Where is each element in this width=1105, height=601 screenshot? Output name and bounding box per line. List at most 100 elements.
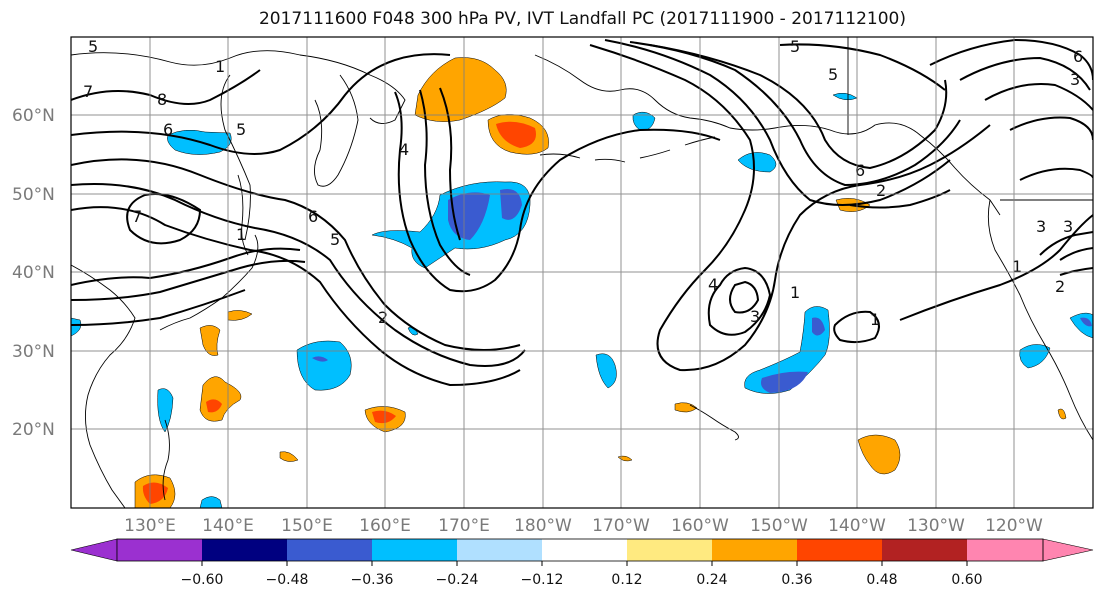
contour-label: 3 xyxy=(1036,217,1046,236)
colorbar-segment xyxy=(797,539,882,561)
shade-pos-west-3 xyxy=(227,310,253,321)
coast-aleutians xyxy=(539,136,716,163)
shade-neg-central-small xyxy=(595,353,617,389)
pv-contour-11 xyxy=(439,87,461,241)
contour-label: 5 xyxy=(330,230,340,249)
lat-label: 50°N xyxy=(12,185,55,205)
latitude-labels: 60°N 50°N 40°N 30°N 20°N xyxy=(12,106,55,440)
contour-label: 5 xyxy=(790,37,800,56)
colorbar-segment xyxy=(712,539,797,561)
contour-label: 8 xyxy=(157,90,167,109)
lon-label: 120°W xyxy=(985,516,1043,536)
shade-pos-subtropic-core xyxy=(372,410,396,424)
colorbar-frame xyxy=(116,538,1044,562)
lat-label: 20°N xyxy=(12,420,55,440)
shade-pos-aleutian-core xyxy=(496,121,536,148)
colorbar-ticks xyxy=(201,561,968,566)
colorbar-extend-high xyxy=(1042,538,1094,562)
shade-neg-west-pacific xyxy=(296,340,352,391)
contour-label: 7 xyxy=(132,207,142,226)
lon-label: 160°W xyxy=(671,516,729,536)
lon-label: 180°W xyxy=(514,516,572,536)
pv-contour-17 xyxy=(729,280,760,314)
contour-label: 7 xyxy=(83,82,93,101)
lat-label: 60°N xyxy=(12,106,55,126)
colorbar-tick-label: −0.36 xyxy=(351,572,394,588)
coast-okhotsk xyxy=(220,74,251,241)
colorbar-tick-label: 0.24 xyxy=(696,572,727,588)
contour-label: 6 xyxy=(855,161,865,180)
lon-label: 170°W xyxy=(592,516,650,536)
contour-label: 5 xyxy=(828,65,838,84)
contour-label: 1 xyxy=(870,310,880,329)
coast-bc-usa xyxy=(987,199,1093,441)
lat-label: 40°N xyxy=(12,263,55,283)
lon-label: 130°W xyxy=(907,516,965,536)
contour-labels: 5 5 3 7 6 5 1 8 6 5 1 4 2 7 6 3 2 1 3 1 … xyxy=(83,37,1083,329)
pv-contour-20 xyxy=(1039,231,1093,256)
pv-contour-9 xyxy=(394,91,721,293)
shade-neg-california-core xyxy=(1080,317,1092,327)
negative-anomaly-shading xyxy=(71,92,1093,508)
colorbar-tick-label: 0.36 xyxy=(781,572,812,588)
contour-label: 3 xyxy=(1070,70,1080,89)
pv-contour-6 xyxy=(71,259,306,301)
shade-neg-central-pacific-core xyxy=(448,189,522,240)
coast-alaska-west xyxy=(534,54,776,131)
pv-contour-10 xyxy=(419,89,471,276)
lon-label: 130°E xyxy=(124,516,176,536)
lon-label: 150°W xyxy=(750,516,808,536)
contour-label: 5 xyxy=(236,120,246,139)
shade-pos-small-b xyxy=(279,451,299,462)
contour-label: 2 xyxy=(378,308,388,327)
pv-contour-25 xyxy=(1009,116,1093,141)
plot-frame xyxy=(70,36,1094,509)
positive-anomaly-shading xyxy=(134,57,1067,508)
shade-neg-baja xyxy=(1019,344,1051,369)
colorbar-tick-label: 0.12 xyxy=(611,572,642,588)
shade-pos-small-a xyxy=(674,402,698,413)
pv-contour-13 xyxy=(604,39,951,206)
contour-label: 1 xyxy=(236,225,246,244)
contour-label: 3 xyxy=(750,307,760,326)
lon-label: 140°W xyxy=(828,516,886,536)
shade-neg-aleutian-small xyxy=(632,111,656,131)
shade-neg-philippine xyxy=(157,388,174,433)
contour-label: 6 xyxy=(1073,47,1083,66)
longitude-labels: 130°E 140°E 150°E 160°E 170°E 180°W 170°… xyxy=(124,516,1043,536)
shade-neg-subtropical-east xyxy=(744,306,830,394)
colorbar-extend-low xyxy=(70,538,118,562)
pv-contour-3 xyxy=(71,183,526,367)
pv-contour-24 xyxy=(984,83,1093,111)
shade-pos-west-1 xyxy=(199,325,221,356)
coast-siberia-north xyxy=(71,50,406,124)
colorbar-segment xyxy=(287,539,372,561)
contour-label: 4 xyxy=(399,140,409,159)
contour-label: 1 xyxy=(1012,257,1022,276)
pv-contours xyxy=(71,38,1093,387)
colorbar-tick-label: −0.24 xyxy=(436,572,479,588)
colorbar-segment xyxy=(882,539,967,561)
shade-neg-west-pacific-core xyxy=(312,356,328,362)
coast-korea-china xyxy=(71,264,136,508)
coast-kamchatka xyxy=(314,74,359,187)
colorbar: −0.60 −0.48 −0.36 −0.24 −0.12 0.12 0.24 … xyxy=(70,538,1094,588)
pv-contour-28 xyxy=(849,189,951,209)
pv-contour-15 xyxy=(649,44,948,170)
pv-contour-14 xyxy=(629,41,961,187)
map-title: 2017111600 F048 300 hPa PV, IVT Landfall… xyxy=(258,9,906,29)
contour-label: 6 xyxy=(308,207,318,226)
pv-contour-4 xyxy=(71,206,521,387)
contour-label: 1 xyxy=(790,283,800,302)
contour-label: 5 xyxy=(88,37,98,56)
lon-label: 160°E xyxy=(359,516,411,536)
pv-contour-26 xyxy=(779,43,946,91)
pv-contour-27 xyxy=(1019,167,1093,181)
colorbar-tick-label: −0.12 xyxy=(521,572,564,588)
pv-contour-19 xyxy=(899,214,1093,321)
pv-contour-2 xyxy=(71,158,521,351)
contour-label: 1 xyxy=(215,57,225,76)
pv-contour-18 xyxy=(833,310,880,344)
shade-pos-south-china-core xyxy=(142,482,168,504)
contour-label: 2 xyxy=(876,181,886,200)
